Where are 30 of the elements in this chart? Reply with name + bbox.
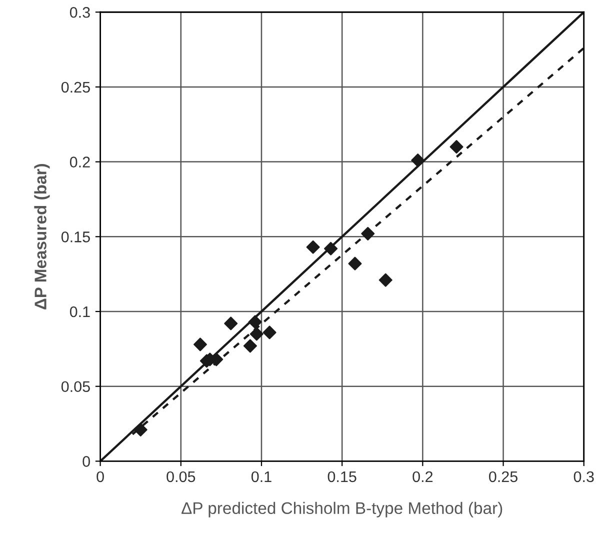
x-tick-label: 0.15	[328, 471, 356, 482]
point	[250, 327, 264, 341]
point	[248, 315, 262, 329]
y-tick-label: 0.15	[61, 232, 90, 242]
x-tick-label: 0.3	[574, 471, 594, 482]
point	[262, 326, 276, 340]
x-tick-label: 0.1	[251, 471, 272, 482]
point	[306, 240, 320, 254]
y-tick-label: 0.3	[70, 6, 90, 18]
point	[450, 140, 464, 154]
point	[324, 242, 338, 256]
point	[378, 273, 392, 287]
point	[224, 316, 238, 330]
y-tick-label: 0.25	[61, 82, 90, 93]
y-tick-label: 0.1	[70, 306, 90, 318]
point	[411, 154, 425, 168]
y-tick-label: 0.2	[70, 156, 90, 168]
y-tick-label: 0	[82, 456, 90, 467]
point	[243, 339, 257, 353]
point	[348, 256, 362, 270]
x-tick-label: 0.05	[166, 471, 196, 482]
point	[361, 226, 375, 240]
x-axis-title: ΔP predicted Chisholm B-type Method (bar)	[182, 502, 502, 518]
y-axis-title: ΔP Measured (bar)	[34, 164, 50, 310]
x-tick-label: 0	[96, 471, 104, 482]
point	[134, 423, 148, 436]
x-tick-label: 0.2	[412, 471, 433, 482]
x-tick-label: 0.25	[489, 471, 518, 482]
point	[193, 338, 207, 352]
y-tick-label: 0.05	[61, 381, 90, 392]
